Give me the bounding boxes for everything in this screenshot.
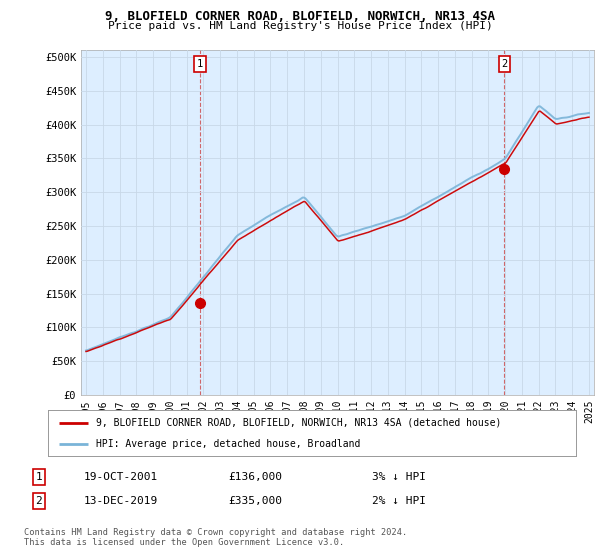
- Text: 2: 2: [35, 496, 43, 506]
- Text: £136,000: £136,000: [228, 472, 282, 482]
- Text: Contains HM Land Registry data © Crown copyright and database right 2024.
This d: Contains HM Land Registry data © Crown c…: [24, 528, 407, 547]
- Text: Price paid vs. HM Land Registry's House Price Index (HPI): Price paid vs. HM Land Registry's House …: [107, 21, 493, 31]
- Text: 3% ↓ HPI: 3% ↓ HPI: [372, 472, 426, 482]
- Text: 1: 1: [35, 472, 43, 482]
- Text: 9, BLOFIELD CORNER ROAD, BLOFIELD, NORWICH, NR13 4SA: 9, BLOFIELD CORNER ROAD, BLOFIELD, NORWI…: [105, 10, 495, 22]
- Text: 2: 2: [501, 59, 508, 69]
- Text: HPI: Average price, detached house, Broadland: HPI: Average price, detached house, Broa…: [95, 439, 360, 449]
- Text: 19-OCT-2001: 19-OCT-2001: [84, 472, 158, 482]
- Text: 13-DEC-2019: 13-DEC-2019: [84, 496, 158, 506]
- Text: 2% ↓ HPI: 2% ↓ HPI: [372, 496, 426, 506]
- Text: £335,000: £335,000: [228, 496, 282, 506]
- Text: 9, BLOFIELD CORNER ROAD, BLOFIELD, NORWICH, NR13 4SA (detached house): 9, BLOFIELD CORNER ROAD, BLOFIELD, NORWI…: [95, 418, 501, 428]
- Text: 1: 1: [197, 59, 203, 69]
